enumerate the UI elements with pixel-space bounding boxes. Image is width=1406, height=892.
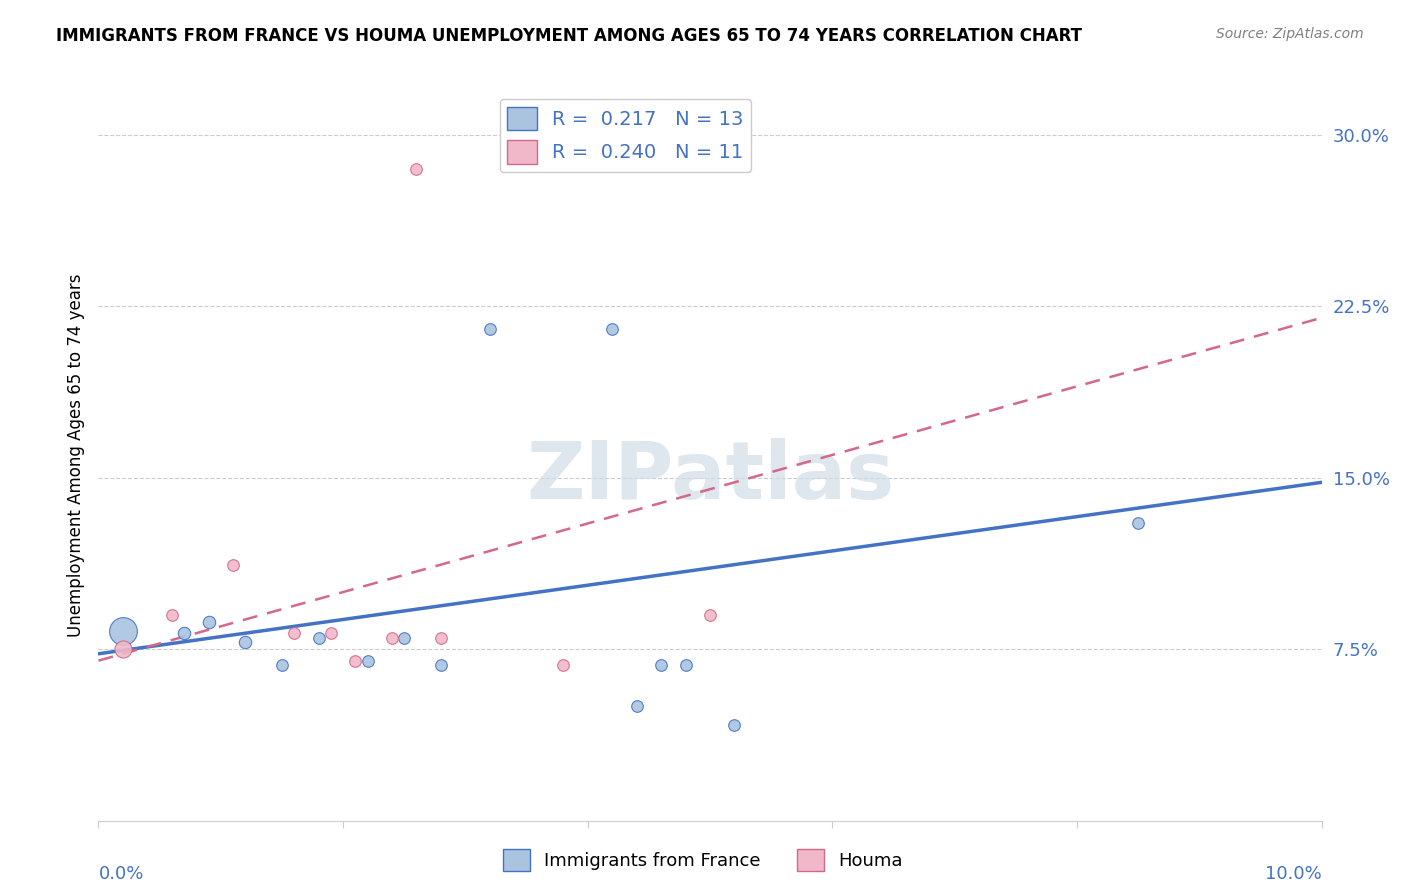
Point xyxy=(650,658,672,673)
Y-axis label: Unemployment Among Ages 65 to 74 years: Unemployment Among Ages 65 to 74 years xyxy=(66,273,84,637)
Point xyxy=(723,717,745,731)
Point xyxy=(600,322,623,336)
Point xyxy=(699,607,721,622)
Text: 10.0%: 10.0% xyxy=(1265,864,1322,882)
Legend: Immigrants from France, Houma: Immigrants from France, Houma xyxy=(496,842,910,879)
Legend: R =  0.217   N = 13, R =  0.240   N = 11: R = 0.217 N = 13, R = 0.240 N = 11 xyxy=(499,99,751,171)
Point xyxy=(308,631,330,645)
Text: 0.0%: 0.0% xyxy=(98,864,143,882)
Point xyxy=(553,658,575,673)
Point xyxy=(430,658,453,673)
Point xyxy=(430,631,453,645)
Point xyxy=(283,626,305,640)
Point xyxy=(1128,516,1150,531)
Text: IMMIGRANTS FROM FRANCE VS HOUMA UNEMPLOYMENT AMONG AGES 65 TO 74 YEARS CORRELATI: IMMIGRANTS FROM FRANCE VS HOUMA UNEMPLOY… xyxy=(56,27,1083,45)
Point xyxy=(675,658,697,673)
Point xyxy=(197,615,219,629)
Point xyxy=(478,322,501,336)
Point xyxy=(381,631,404,645)
Point xyxy=(233,635,256,649)
Point xyxy=(626,699,648,714)
Point xyxy=(270,658,292,673)
Point xyxy=(392,631,416,645)
Point xyxy=(173,626,195,640)
Point xyxy=(160,607,183,622)
Point xyxy=(405,162,427,177)
Point xyxy=(222,558,245,572)
Point xyxy=(319,626,342,640)
Text: ZIPatlas: ZIPatlas xyxy=(526,438,894,516)
Point xyxy=(111,642,134,657)
Point xyxy=(111,624,134,638)
Point xyxy=(356,654,378,668)
Text: Source: ZipAtlas.com: Source: ZipAtlas.com xyxy=(1216,27,1364,41)
Point xyxy=(344,654,367,668)
